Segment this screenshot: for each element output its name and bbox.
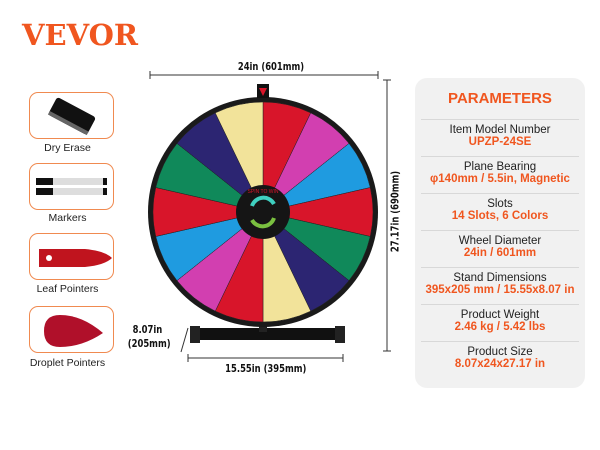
parameter-label: Wheel Diameter	[458, 235, 542, 247]
dry-erase-box	[29, 92, 114, 139]
width-dimension: 24in (601mm)	[237, 60, 305, 73]
droplet-pointers-box	[29, 306, 114, 353]
stand-foot-left	[190, 326, 200, 343]
markers-label: Markers	[48, 212, 87, 224]
vevor-logo: VEVOR	[22, 18, 138, 52]
parameter-label: Slots	[487, 198, 513, 210]
parameter-row: Item Model Number UPZP-24SE	[421, 119, 579, 157]
stand-depth-in: 8.07in	[132, 323, 163, 336]
parameters-title: PARAMETERS	[448, 90, 552, 107]
parameter-row: Product Weight 2.46 kg / 5.42 lbs	[421, 304, 579, 342]
stand-width-dimension: 15.55in (395mm)	[225, 362, 307, 375]
leaf-pointer-icon	[39, 249, 112, 267]
dry-erase-label: Dry Erase	[44, 142, 91, 154]
droplet-pointer-icon	[44, 315, 103, 347]
parameter-row: Plane Bearing φ140mm / 5.5in, Magnetic	[421, 156, 579, 194]
wheel-segment	[214, 101, 264, 213]
parameter-value: 14 Slots, 6 Colors	[451, 210, 549, 222]
parameter-value: 8.07x24x27.17 in	[454, 358, 546, 370]
parameter-label: Product Size	[467, 346, 533, 358]
parameter-value: UPZP-24SE	[468, 136, 532, 148]
parameter-value: 2.46 kg / 5.42 lbs	[454, 321, 546, 333]
parameter-value: 395x205 mm / 15.55x8.07 in	[425, 284, 575, 296]
leaf-pointers-label: Leaf Pointers	[36, 283, 99, 295]
parameters-panel: PARAMETERS Item Model Number UPZP-24SE Pla…	[415, 78, 585, 388]
stand-foot-right	[335, 326, 345, 343]
parameter-label: Stand Dimensions	[453, 272, 547, 284]
parameter-row: Stand Dimensions 395x205 mm / 15.55x8.07 …	[421, 267, 579, 305]
spin-arrow-icon	[250, 217, 276, 229]
parameter-label: Plane Bearing	[463, 161, 537, 173]
parameter-value: 24in / 601mm	[463, 247, 537, 259]
leaf-pointers-box	[29, 233, 114, 280]
spin-arrow-icon	[250, 195, 276, 207]
wheel-hub	[236, 185, 290, 239]
markers-box	[29, 163, 114, 210]
eraser-icon	[47, 97, 96, 136]
parameter-row: Product Size 8.07x24x27.17 in	[421, 341, 579, 379]
parameter-label: Product Weight	[460, 309, 540, 321]
parameter-label: Item Model Number	[449, 124, 551, 136]
parameter-value: φ140mm / 5.5in, Magnetic	[430, 173, 570, 185]
parameter-row: Slots 14 Slots, 6 Colors	[421, 193, 579, 231]
markers-icon	[36, 178, 107, 195]
hub-text: SPIN TO WIN	[248, 189, 279, 195]
parameter-row: Wheel Diameter 24in / 601mm	[421, 230, 579, 268]
stand-depth-mm: (205mm)	[127, 337, 171, 350]
pointer-icon	[259, 88, 267, 96]
stand-base	[194, 328, 344, 340]
droplet-pointers-label: Droplet Pointers	[29, 357, 106, 369]
